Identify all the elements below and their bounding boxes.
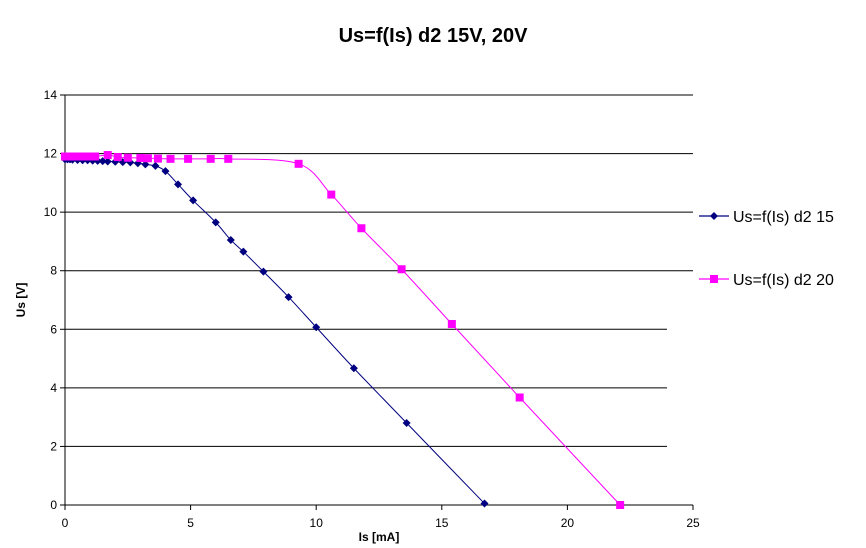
- data-point: [143, 154, 152, 163]
- plot-series: [61, 151, 625, 509]
- x-tick-label: 25: [686, 516, 700, 530]
- data-point: [397, 265, 406, 274]
- data-point: [166, 154, 175, 163]
- data-point: [294, 159, 303, 168]
- data-point: [141, 160, 150, 169]
- x-axis-ticks: 0 5 10 15 20 25: [62, 505, 700, 530]
- data-point: [184, 154, 193, 163]
- data-point: [153, 154, 162, 163]
- data-point: [189, 196, 198, 205]
- data-point: [151, 161, 160, 170]
- y-tick-label: 14: [44, 88, 58, 102]
- x-tick-label: 15: [435, 516, 449, 530]
- y-axis-label: Us [V]: [14, 283, 28, 318]
- legend: Us=f(Is) d2 15 Us=f(Is) d2 20: [699, 209, 834, 289]
- data-point: [327, 190, 336, 199]
- legend-item: Us=f(Is) d2 15: [699, 209, 834, 226]
- data-point: [83, 152, 92, 161]
- legend-label: Us=f(Is) d2 15: [733, 209, 834, 226]
- data-point: [259, 267, 268, 276]
- data-point: [174, 180, 183, 189]
- data-point: [284, 293, 293, 302]
- y-tick-label: 10: [44, 205, 58, 219]
- data-point: [123, 153, 132, 162]
- data-point: [447, 320, 456, 329]
- y-tick-label: 0: [50, 498, 57, 512]
- data-point: [136, 153, 145, 162]
- data-point: [515, 393, 524, 402]
- y-tick-label: 6: [50, 322, 57, 336]
- data-point: [357, 224, 366, 233]
- series-1: [61, 155, 489, 508]
- chart-title: Us=f(Is) d2 15V, 20V: [339, 25, 528, 47]
- y-axis-ticks: 0 2 4 6 8 10 12 14: [44, 88, 65, 512]
- data-point: [61, 152, 69, 161]
- data-point: [206, 154, 215, 163]
- data-point: [402, 419, 411, 427]
- data-point: [76, 152, 85, 161]
- series-2: [61, 151, 625, 509]
- x-tick-label: 20: [561, 516, 575, 530]
- y-tick-label: 12: [44, 147, 58, 161]
- data-point: [349, 364, 358, 373]
- y-tick-label: 2: [50, 439, 57, 453]
- x-tick-label: 5: [187, 516, 194, 530]
- data-point: [239, 247, 248, 256]
- legend-label: Us=f(Is) d2 20: [733, 272, 834, 289]
- data-point: [480, 499, 489, 508]
- data-point: [103, 151, 112, 160]
- legend-item: Us=f(Is) d2 20: [699, 272, 834, 289]
- x-tick-label: 0: [62, 516, 69, 530]
- y-tick-label: 8: [50, 264, 57, 278]
- gridlines: [65, 94, 693, 447]
- legend-marker: [710, 275, 718, 283]
- data-point: [161, 167, 170, 176]
- x-tick-label: 10: [310, 516, 324, 530]
- data-point: [68, 152, 77, 161]
- series-line: [64, 158, 485, 504]
- data-point: [616, 501, 625, 509]
- data-point: [211, 218, 220, 227]
- series-line: [65, 154, 621, 506]
- legend-marker: [710, 212, 718, 220]
- data-point: [98, 157, 107, 166]
- x-axis-label: Is [mA]: [359, 530, 400, 544]
- data-point: [224, 154, 233, 163]
- y-tick-label: 4: [50, 381, 57, 395]
- data-point: [226, 235, 235, 244]
- data-point: [91, 152, 100, 161]
- data-point: [113, 153, 122, 162]
- data-point: [103, 157, 112, 166]
- data-point: [312, 323, 321, 332]
